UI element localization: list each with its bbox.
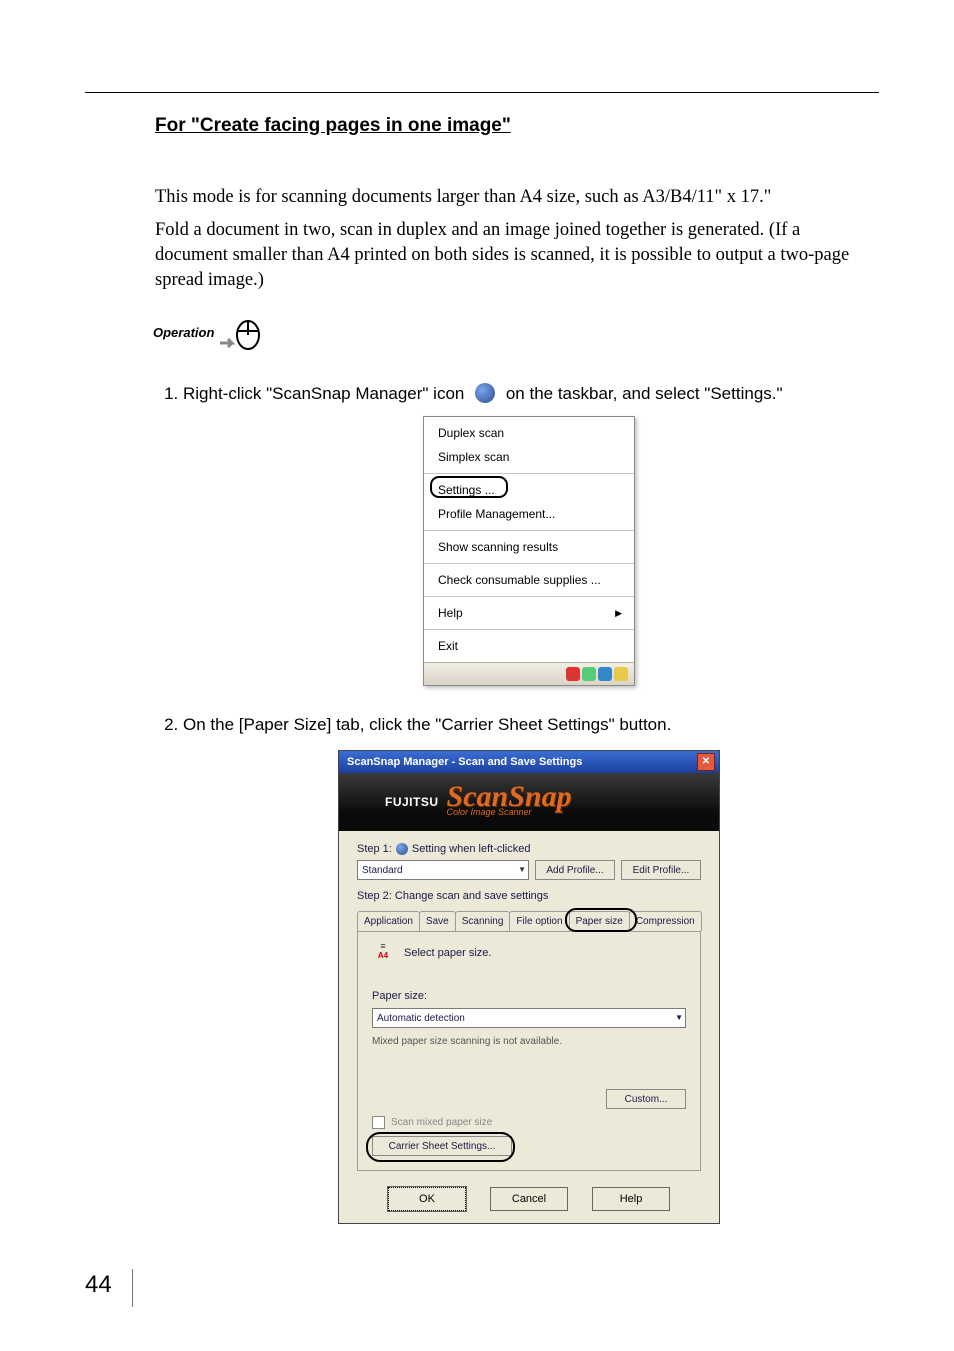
operation-badge: Operation bbox=[153, 313, 875, 353]
menu-item-show-results[interactable]: Show scanning results bbox=[424, 535, 634, 559]
system-tray bbox=[424, 662, 634, 685]
tab-compression[interactable]: Compression bbox=[629, 911, 702, 931]
menu-item-settings[interactable]: Settings ... bbox=[424, 478, 634, 502]
dialog-body: Step 1: Setting when left-clicked Standa… bbox=[339, 831, 719, 1178]
menu-item-check-supplies[interactable]: Check consumable supplies ... bbox=[424, 568, 634, 592]
step1-row: Step 1: Setting when left-clicked bbox=[357, 841, 701, 858]
close-icon[interactable]: ✕ bbox=[697, 753, 715, 771]
step2-row: Step 2: Change scan and save settings bbox=[357, 888, 701, 905]
mixed-checkbox-row: Scan mixed paper size bbox=[372, 1115, 686, 1130]
tab-application[interactable]: Application bbox=[357, 911, 420, 931]
paper-size-panel: A4 Select paper size. Paper size: Automa… bbox=[357, 932, 701, 1172]
menu-item-profile-management[interactable]: Profile Management... bbox=[424, 502, 634, 526]
add-profile-button[interactable]: Add Profile... bbox=[535, 860, 615, 880]
mixed-note: Mixed paper size scanning is not availab… bbox=[372, 1034, 686, 1049]
tab-save[interactable]: Save bbox=[419, 911, 456, 931]
a4-icon: A4 bbox=[372, 942, 394, 964]
menu-item-help[interactable]: Help ▶ bbox=[424, 601, 634, 625]
page-number-separator bbox=[132, 1269, 133, 1307]
menu-item-exit[interactable]: Exit bbox=[424, 634, 634, 658]
step-1-text-b: on the taskbar, and select "Settings." bbox=[506, 384, 783, 403]
edit-profile-button[interactable]: Edit Profile... bbox=[621, 860, 701, 880]
menu-item-duplex[interactable]: Duplex scan bbox=[424, 421, 634, 445]
scan-mixed-checkbox[interactable] bbox=[372, 1116, 385, 1129]
step-2-text: On the [Paper Size] tab, click the "Carr… bbox=[183, 715, 671, 734]
tab-paper-size[interactable]: Paper size bbox=[569, 911, 630, 931]
brand-label: FUJITSU bbox=[385, 793, 439, 811]
scansnap-mini-icon bbox=[396, 843, 408, 855]
operation-label: Operation bbox=[153, 325, 214, 340]
tab-scanning[interactable]: Scanning bbox=[455, 911, 511, 931]
page-number: 44 bbox=[85, 1271, 112, 1299]
dialog-title: ScanSnap Manager - Scan and Save Setting… bbox=[347, 754, 582, 771]
tray-icon bbox=[566, 667, 580, 681]
paper-size-label: Paper size: bbox=[372, 988, 686, 1005]
header-rule bbox=[85, 92, 879, 93]
tray-icon bbox=[614, 667, 628, 681]
tab-file-option[interactable]: File option bbox=[509, 911, 569, 931]
ok-button[interactable]: OK bbox=[388, 1187, 466, 1211]
help-button[interactable]: Help bbox=[592, 1187, 670, 1211]
dialog-hero: FUJITSU ScanSnap Color Image Scanner bbox=[339, 773, 719, 831]
scansnap-manager-icon bbox=[475, 383, 495, 403]
tabs: Application Save Scanning File option Pa… bbox=[357, 911, 701, 932]
mouse-icon bbox=[218, 313, 266, 353]
tray-icon bbox=[582, 667, 596, 681]
cancel-button[interactable]: Cancel bbox=[490, 1187, 568, 1211]
page-content: For "Create facing pages in one image" T… bbox=[155, 115, 875, 1244]
paper-size-select[interactable]: Automatic detection bbox=[372, 1008, 686, 1028]
settings-dialog-figure: ScanSnap Manager - Scan and Save Setting… bbox=[338, 750, 720, 1225]
steps-list: Right-click "ScanSnap Manager" icon on t… bbox=[155, 381, 875, 1225]
submenu-arrow-icon: ▶ bbox=[615, 607, 622, 621]
custom-button[interactable]: Custom... bbox=[606, 1089, 686, 1109]
panel-hint: Select paper size. bbox=[404, 945, 491, 962]
profile-select[interactable]: Standard bbox=[357, 860, 529, 880]
menu-item-simplex[interactable]: Simplex scan bbox=[424, 445, 634, 469]
carrier-sheet-settings-button[interactable]: Carrier Sheet Settings... bbox=[372, 1136, 512, 1156]
scan-mixed-label: Scan mixed paper size bbox=[391, 1115, 492, 1130]
step-2: On the [Paper Size] tab, click the "Carr… bbox=[183, 712, 875, 1224]
context-menu-figure: Duplex scan Simplex scan Settings ... Pr… bbox=[423, 416, 635, 686]
dialog-button-row: OK Cancel Help bbox=[339, 1177, 719, 1223]
intro-paragraph-1: This mode is for scanning documents larg… bbox=[155, 185, 875, 210]
step-1-text-a: Right-click "ScanSnap Manager" icon bbox=[183, 384, 464, 403]
dialog-titlebar: ScanSnap Manager - Scan and Save Setting… bbox=[339, 751, 719, 773]
section-title: For "Create facing pages in one image" bbox=[155, 115, 875, 137]
intro-paragraph-2: Fold a document in two, scan in duplex a… bbox=[155, 218, 875, 293]
step-1: Right-click "ScanSnap Manager" icon on t… bbox=[183, 381, 875, 687]
tray-icon bbox=[598, 667, 612, 681]
